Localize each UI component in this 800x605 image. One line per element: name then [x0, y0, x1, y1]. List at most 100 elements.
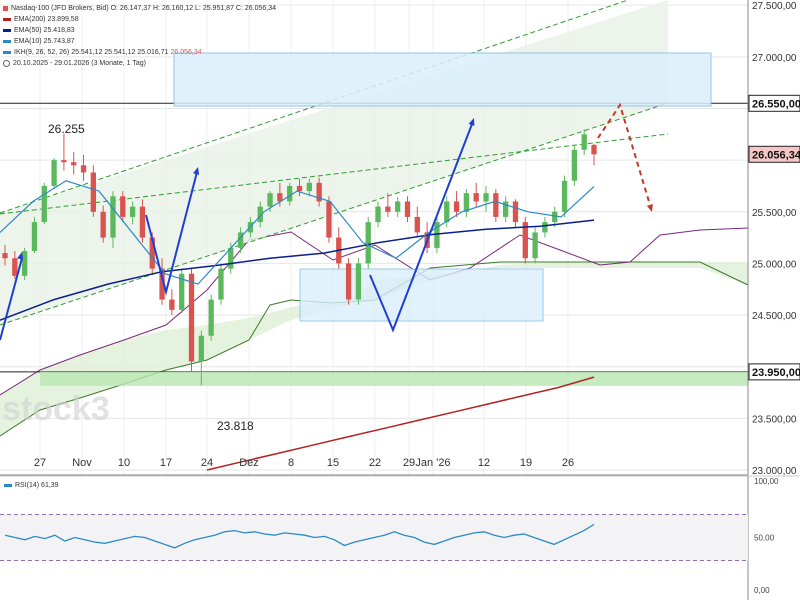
price-tick-label: 27.000,00: [752, 53, 797, 64]
time-tick-label: 12: [478, 457, 490, 469]
resistance-box: [173, 52, 712, 107]
projection-arrow-head: [646, 204, 653, 212]
projection-arrow: [597, 102, 651, 206]
candle-body: [198, 335, 204, 362]
candle-body: [218, 268, 224, 300]
candle-body: [296, 185, 303, 192]
candle-body: [316, 182, 322, 202]
candle-body: [267, 193, 273, 207]
candle-body: [237, 232, 244, 248]
candle-body: [512, 201, 519, 223]
legend-title-row: Nasdaq-100 (JFD Brokers, Bid) O: 26.147,…: [3, 3, 276, 14]
time-tick-label: 29: [403, 457, 415, 469]
watermark: stock3: [2, 390, 110, 428]
support-zone: [40, 371, 748, 386]
candle-body: [257, 206, 263, 223]
candle-body: [571, 149, 578, 181]
moving-averages: [0, 180, 595, 471]
price-axis[interactable]: 27.500,00 27.000,00 26.550,00 26.056,34 25.5…: [747, 0, 800, 477]
candle-body: [139, 206, 146, 238]
candle-body: [21, 251, 28, 276]
legend-ema10-text: EMA(10) 25.743,87: [14, 38, 75, 45]
rsi-swatch: [4, 484, 12, 487]
ema10-swatch: [3, 40, 11, 43]
candle-body: [395, 201, 401, 212]
chart-legend: Nasdaq-100 (JFD Brokers, Bid) O: 26.147,…: [3, 3, 276, 69]
arrow-up-2-head: [193, 167, 200, 175]
time-tick-label: 26: [562, 457, 574, 469]
rsi-panel[interactable]: 100,00 50,00 0,00: [0, 475, 800, 600]
arrow-up-3: [369, 123, 473, 333]
arrow-up-1-head: [17, 252, 24, 260]
candle-body: [581, 134, 587, 150]
time-tick-label: 17: [160, 457, 172, 469]
arrow-up-1: [0, 257, 23, 341]
candle-body: [345, 263, 352, 300]
time-tick-label: Jan '26: [415, 457, 450, 469]
candle-body: [355, 263, 362, 300]
rsi-tick-label: 100,00: [754, 477, 779, 486]
legend-ema200[interactable]: EMA(200) 23.899,58: [3, 14, 276, 25]
candle-body: [532, 232, 538, 259]
candle-body: [404, 201, 411, 217]
candle-body: [228, 247, 234, 269]
low-label: 23.818: [217, 419, 254, 433]
candle-body: [120, 196, 126, 217]
rsi-line: [4, 523, 595, 549]
price-tick-label: 24.500,00: [752, 311, 797, 322]
candle-body: [434, 222, 440, 248]
price-tag: [748, 145, 800, 163]
instrument-icon: [3, 6, 8, 11]
candle-body: [90, 172, 97, 212]
high-label: 26.255: [48, 122, 85, 136]
arrow-up-2: [145, 171, 198, 296]
time-tick-label: 24: [201, 457, 213, 469]
candle-body: [51, 160, 57, 186]
candle-body: [306, 182, 312, 192]
candle-body: [591, 144, 597, 155]
candle-body: [287, 185, 293, 202]
ema10-line: [0, 180, 595, 285]
candle-body: [41, 185, 47, 223]
ikh-swatch: [3, 51, 11, 54]
price-tag: [748, 94, 800, 112]
candle-body: [561, 180, 568, 212]
support-box: [299, 268, 544, 322]
candle-body: [110, 196, 116, 238]
ema200-swatch: [3, 18, 11, 21]
candle-body: [463, 193, 470, 212]
legend-ikh-text: IKH(9, 26, 52, 26) 25.541,12 25.541,12 2…: [14, 49, 169, 56]
candle-body: [365, 222, 371, 264]
rsi-legend: RSI(14) 61,39: [4, 482, 59, 489]
legend-ema50[interactable]: EMA(50) 25.418,83: [3, 25, 276, 36]
candle-body: [100, 211, 106, 238]
candle-body: [385, 206, 391, 212]
candle-body: [414, 216, 420, 233]
time-tick-label: 8: [288, 457, 294, 469]
channel-lower-line: [0, 102, 669, 326]
legend-ema10[interactable]: EMA(10) 25.743,87: [3, 36, 276, 47]
candle-body: [208, 299, 214, 336]
rsi-tick-label: 50,00: [754, 534, 775, 543]
price-tick-label: 25.500,00: [752, 208, 797, 219]
time-tick-label: Nov: [72, 457, 92, 469]
candle-body: [169, 299, 175, 310]
legend-ema200-text: EMA(200) 23.899,58: [14, 16, 79, 23]
candle-body: [129, 206, 136, 217]
ikh-line: [0, 227, 749, 396]
candle-body: [473, 193, 479, 202]
time-tick-label: 15: [327, 457, 339, 469]
candle-body: [522, 222, 528, 259]
candle-body: [80, 165, 87, 173]
legend-ikh-value: 26.056,34: [170, 49, 202, 56]
candle-body: [149, 237, 155, 269]
candle-body: [159, 268, 165, 300]
time-axis[interactable]: 27 Nov 10 17 24 Dez 8 15 22 29 Jan '26 12 19 26: [0, 457, 748, 476]
time-tick-label: 10: [118, 457, 130, 469]
candle-body: [493, 193, 499, 217]
candle-body: [31, 222, 38, 252]
legend-ikh[interactable]: IKH(9, 26, 52, 26) 25.541,12 25.541,12 2…: [3, 47, 276, 58]
price-tag-label: 26.056,34: [752, 149, 800, 161]
time-tick-label: 22: [369, 457, 381, 469]
